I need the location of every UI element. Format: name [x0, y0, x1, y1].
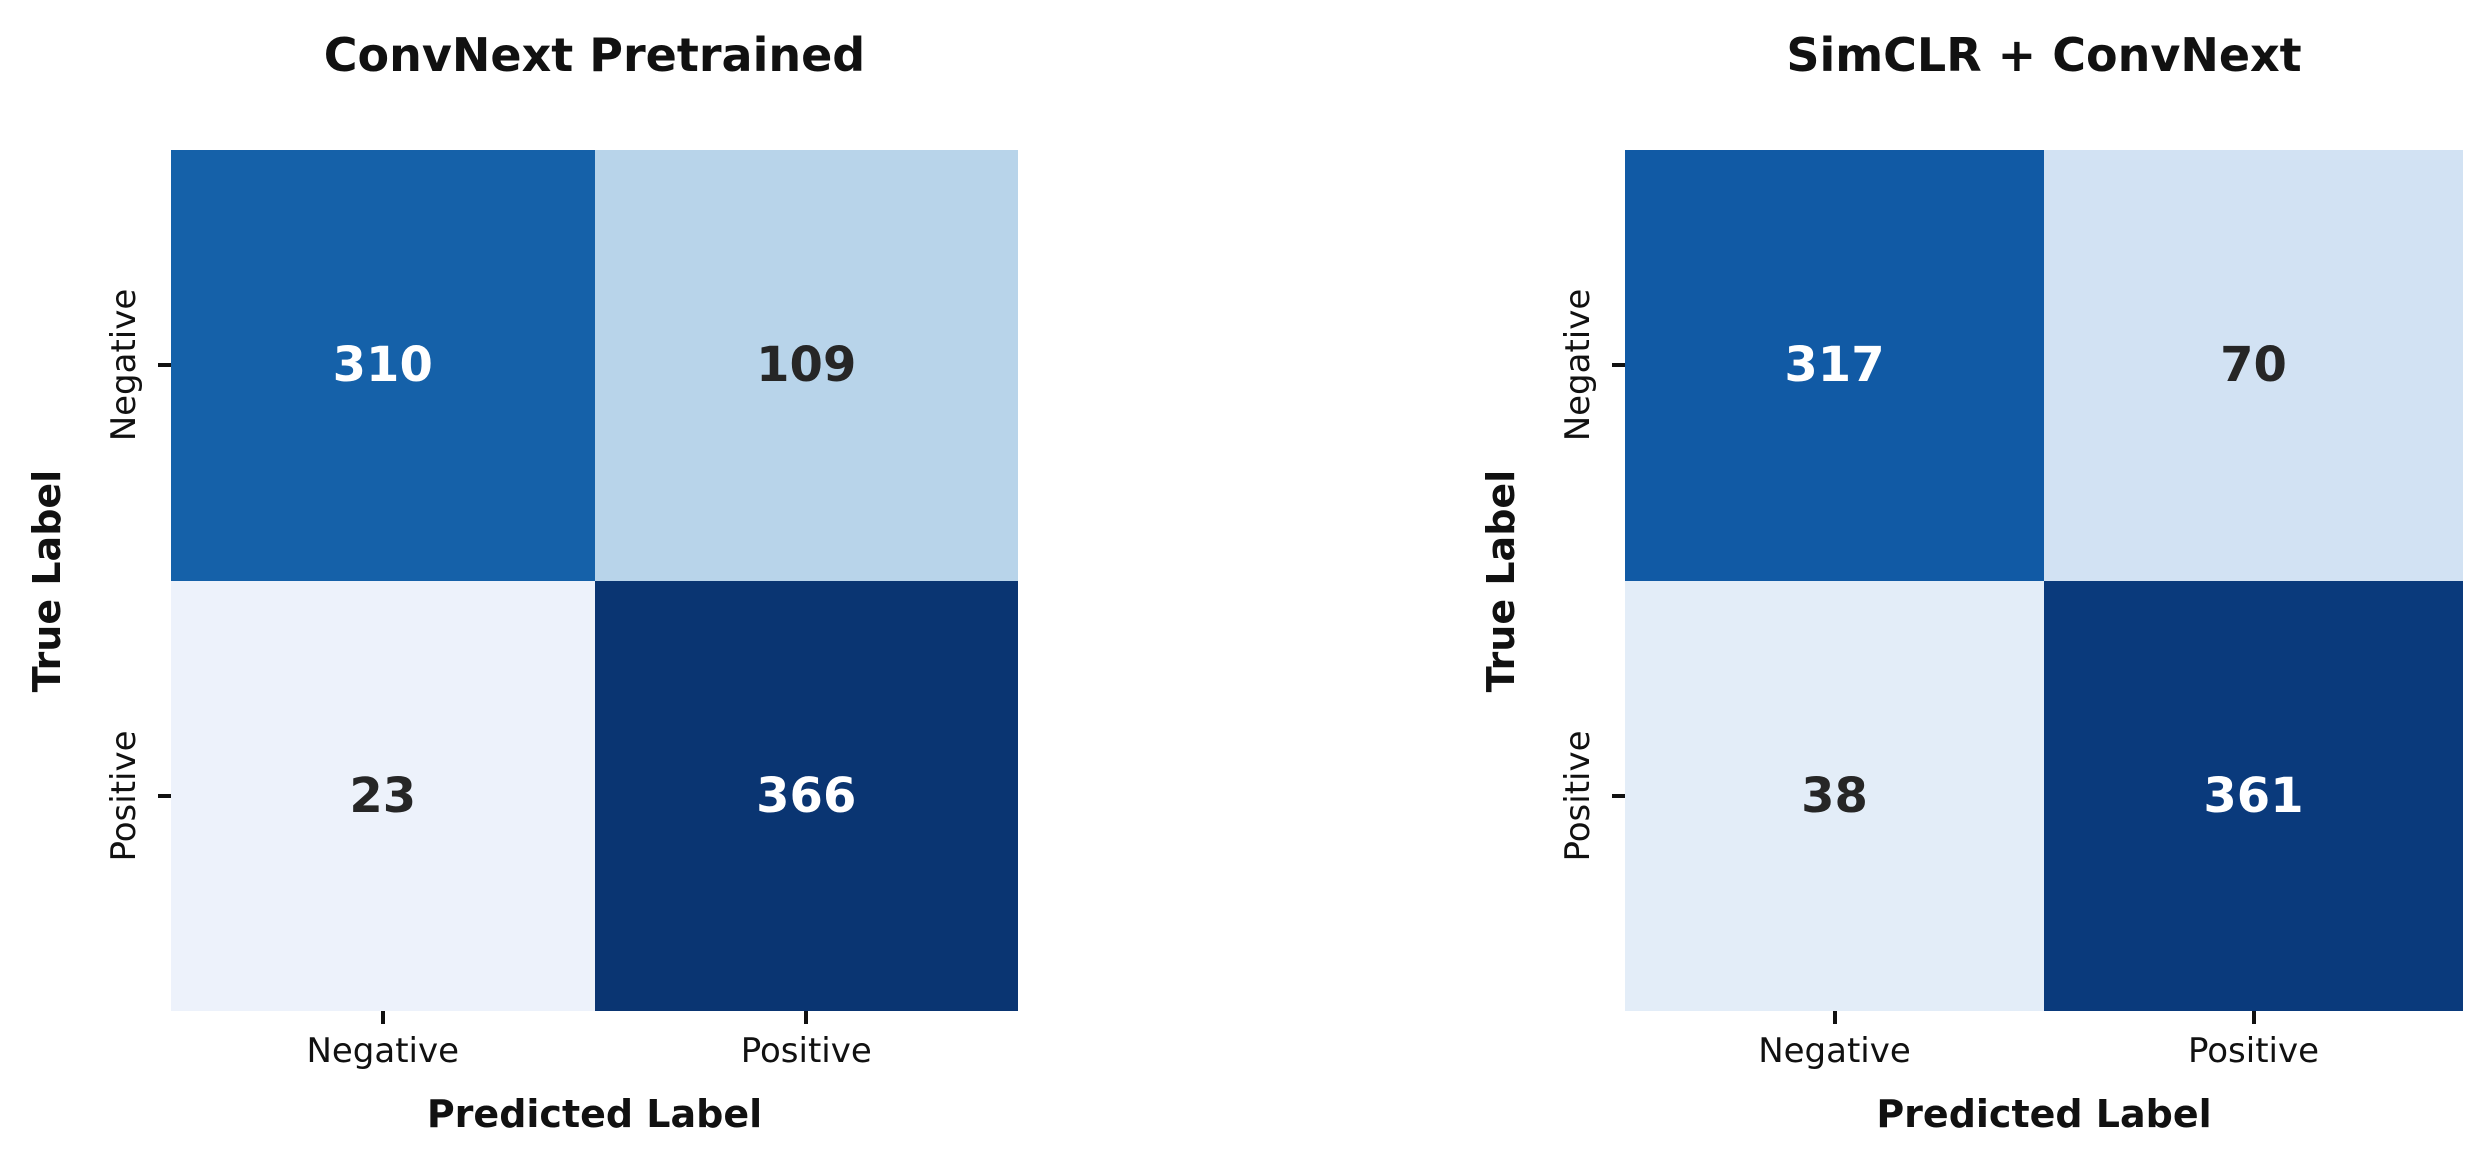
matrix-cell-neg-neg: 310 — [171, 150, 595, 581]
matrix-cell-pos-pos: 366 — [594, 580, 1018, 1011]
x-axis-label: Predicted Label — [426, 1092, 763, 1136]
y-tick-label-negative: Negative — [104, 288, 144, 442]
x-tick-mark — [804, 1011, 809, 1024]
matrix-cell-pos-pos: 361 — [2044, 580, 2463, 1011]
y-axis-label: True Label — [25, 469, 69, 692]
y-tick-label-positive: Positive — [104, 730, 144, 862]
chart-title: SimCLR + ConvNext — [1786, 28, 2302, 82]
chart-title: ConvNext Pretrained — [323, 28, 866, 82]
y-tick-mark — [158, 793, 171, 798]
matrix-cell-neg-neg: 317 — [1625, 150, 2044, 581]
matrix-cell-pos-neg: 23 — [171, 580, 595, 1011]
x-tick-label-negative: Negative — [306, 1031, 460, 1071]
y-tick-mark — [158, 363, 171, 368]
y-tick-label-positive: Positive — [1558, 730, 1598, 862]
matrix-cell-pos-neg: 38 — [1625, 580, 2044, 1011]
y-tick-label-negative: Negative — [1558, 288, 1598, 442]
heatmap-simclr-convnext: SimCLR + ConvNext True Label Negative Po… — [1479, 28, 2463, 1136]
x-tick-mark — [1832, 1011, 1837, 1024]
heatmap-convnext-pretrained: ConvNext Pretrained True Label Negative … — [25, 28, 1018, 1136]
x-tick-label-negative: Negative — [1758, 1031, 1911, 1071]
x-tick-label-positive: Positive — [2187, 1031, 2320, 1071]
matrix-grid: 310 109 23 366 — [171, 150, 1018, 1011]
x-axis-label: Predicted Label — [1876, 1092, 2212, 1136]
x-tick-mark — [380, 1011, 385, 1024]
x-tick-mark — [2251, 1011, 2256, 1024]
x-tick-label-positive: Positive — [740, 1031, 872, 1071]
y-tick-mark — [1612, 793, 1625, 798]
y-axis-label: True Label — [1479, 469, 1523, 692]
matrix-grid: 317 70 38 361 — [1625, 150, 2463, 1011]
matrix-cell-neg-pos: 70 — [2044, 150, 2463, 581]
y-tick-mark — [1612, 363, 1625, 368]
matrix-cell-neg-pos: 109 — [594, 150, 1018, 581]
